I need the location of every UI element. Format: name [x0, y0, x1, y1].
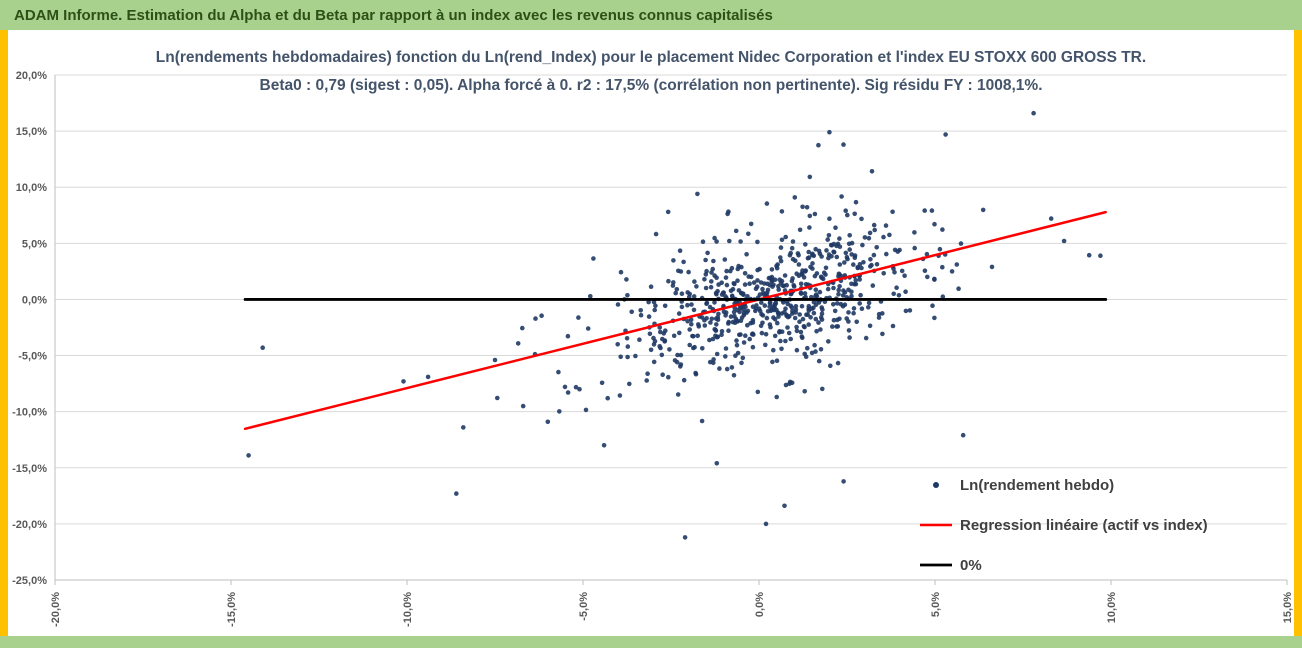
legend-label: Ln(rendement hebdo) [960, 477, 1114, 494]
y-tick-label: 5,0% [22, 238, 47, 250]
y-tick-label: -5,0% [18, 351, 47, 363]
legend-label: 0% [960, 557, 982, 574]
y-tick-label: -15,0% [12, 463, 47, 475]
legend-marker-dot [933, 482, 939, 488]
scatter-points [246, 110, 1103, 540]
right-gold-strip [1294, 30, 1302, 636]
y-tick-label: 15,0% [16, 126, 47, 138]
y-tick-label: -25,0% [12, 575, 47, 587]
x-tick-label: -15,0% [226, 592, 238, 627]
legend: Ln(rendement hebdo) Regression linéaire (… [920, 477, 1208, 574]
y-tick-label: 0,0% [22, 294, 47, 306]
left-gold-strip [0, 30, 8, 636]
x-tick-label: -5,0% [578, 592, 590, 621]
x-tick-label: 0,0% [754, 592, 766, 617]
footer-bar [0, 636, 1302, 648]
x-tick-label: 15,0% [1282, 592, 1294, 623]
x-tick-label: 10,0% [1106, 592, 1118, 623]
regression-line [243, 210, 1107, 431]
x-tick-label: 5,0% [930, 592, 942, 617]
y-tick-label: 10,0% [16, 182, 47, 194]
x-tick-label: -20,0% [50, 592, 62, 627]
legend-label: Regression linéaire (actif vs index) [960, 517, 1208, 534]
sheet-header-bar: ADAM Informe. Estimation du Alpha et du … [0, 0, 1302, 30]
sheet-header-title: ADAM Informe. Estimation du Alpha et du … [14, 6, 773, 24]
y-tick-label: 20,0% [16, 70, 47, 82]
y-tick-label: -10,0% [12, 407, 47, 419]
y-tick-label: -20,0% [12, 519, 47, 531]
chart-area[interactable]: 20,0% 15,0% 10,0% 5,0% 0,0% -5,0% -10,0% -15,0%… [8, 30, 1294, 636]
x-tick-label: -10,0% [402, 592, 414, 627]
scatter-chart[interactable]: 20,0% 15,0% 10,0% 5,0% 0,0% -5,0% -10,0% -15,0%… [8, 30, 1294, 636]
